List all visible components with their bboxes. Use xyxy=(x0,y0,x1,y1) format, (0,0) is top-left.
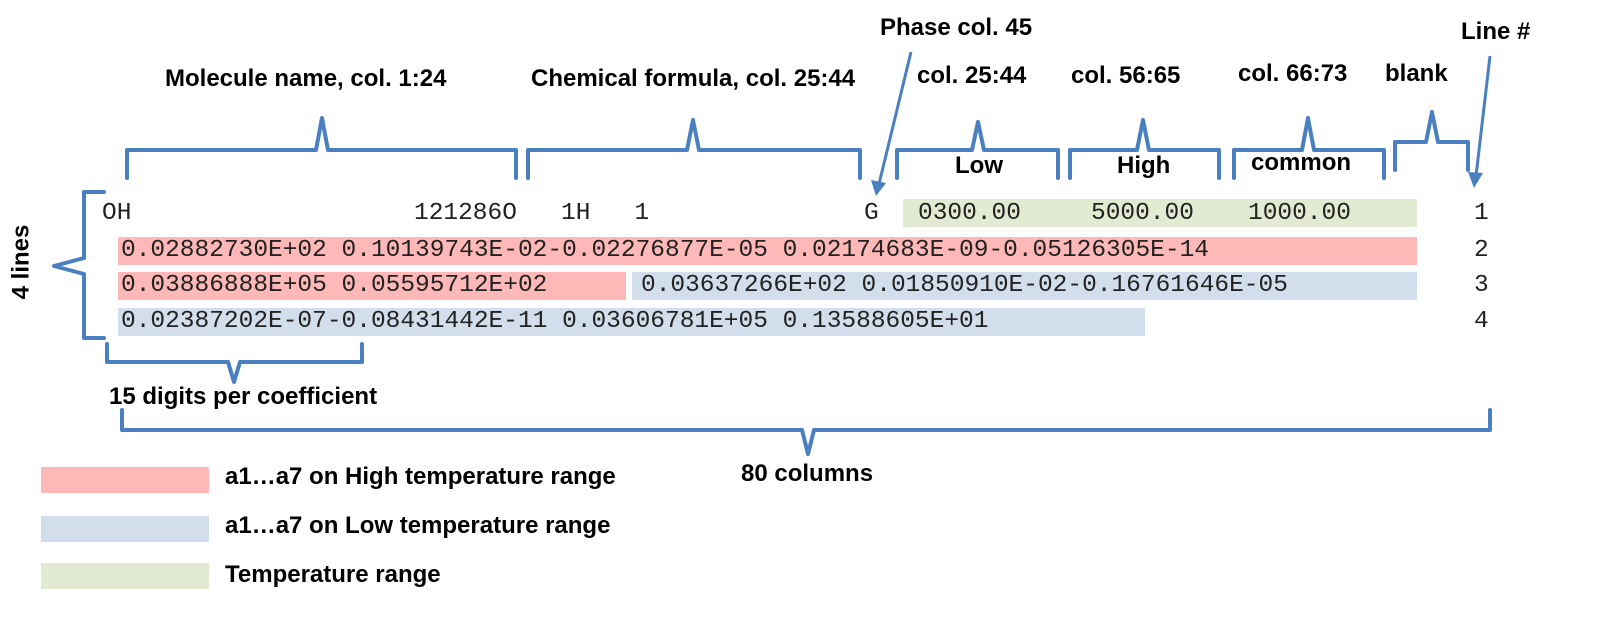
record-line4: 0.02387202E-07-0.08431442E-11 0.03606781… xyxy=(121,308,989,335)
line-number-arrow-line xyxy=(1474,55,1492,177)
record-line1-name: OH xyxy=(102,200,132,227)
col-common-label: col. 66:73 xyxy=(1238,60,1348,87)
line-number-2: 2 xyxy=(1474,237,1489,264)
low-temp-brace xyxy=(895,120,1060,180)
legend-label-high: a1…a7 on High temperature range xyxy=(225,463,616,490)
blank-label: blank xyxy=(1385,60,1448,87)
record-line1-phase: G xyxy=(864,200,879,227)
legend-label-low: a1…a7 on Low temperature range xyxy=(225,512,611,539)
low-coeff-highlight-line3 xyxy=(632,272,1417,300)
chemical-formula-brace xyxy=(526,118,862,180)
eighty-columns-label: 80 columns xyxy=(741,460,874,487)
phase-label: Phase col. 45 xyxy=(880,14,1033,41)
chemical-formula-label: Chemical formula, col. 25:44 xyxy=(531,65,856,92)
phase-arrow-head xyxy=(871,180,886,196)
eighty-columns-brace xyxy=(120,408,1492,456)
four-lines-label: 4 lines xyxy=(7,224,35,300)
legend-swatch-low xyxy=(41,516,209,542)
legend-swatch-temp xyxy=(41,563,209,589)
record-line3-high-part: 0.03886888E+05 0.05595712E+02 xyxy=(121,272,548,299)
col-high-label: col. 56:65 xyxy=(1071,62,1181,89)
record-line1-high: 5000.00 xyxy=(1091,200,1194,227)
blank-brace xyxy=(1393,110,1470,172)
digits-brace xyxy=(105,342,364,384)
four-lines-brace xyxy=(52,190,106,340)
temperature-range-highlight xyxy=(903,199,1417,227)
phase-arrow-line xyxy=(877,51,913,185)
col-low-label: col. 25:44 xyxy=(917,62,1027,89)
low-label: Low xyxy=(955,152,1003,179)
record-line2: 0.02882730E+02 0.10139743E-02-0.02276877… xyxy=(121,237,1209,264)
record-line1-common: 1000.00 xyxy=(1248,200,1351,227)
digits-per-coefficient-label: 15 digits per coefficient xyxy=(109,383,378,410)
common-label: common xyxy=(1251,149,1352,176)
molecule-name-label: Molecule name, col. 1:24 xyxy=(165,65,447,92)
line-number-arrow-head xyxy=(1468,172,1483,188)
high-label: High xyxy=(1117,152,1171,179)
legend-swatch-high xyxy=(41,467,209,493)
common-temp-brace xyxy=(1232,116,1386,180)
line-number-4: 4 xyxy=(1474,308,1489,335)
record-line3-low-part: 0.03637266E+02 0.01850910E-02-0.16761646… xyxy=(641,272,1288,299)
line-number-1: 1 xyxy=(1474,200,1489,227)
molecule-name-brace xyxy=(125,116,518,180)
line-number-label: Line # xyxy=(1461,18,1531,45)
line-number-3: 3 xyxy=(1474,272,1489,299)
high-coeff-highlight-line3 xyxy=(118,272,626,300)
high-temp-brace xyxy=(1068,118,1221,180)
legend-label-temp: Temperature range xyxy=(225,561,441,588)
high-coeff-highlight-line2 xyxy=(118,237,1417,265)
low-coeff-highlight-line4 xyxy=(118,308,1145,336)
record-line1-low: 0300.00 xyxy=(918,200,1021,227)
record-line1-formula: 121286O 1H 1 xyxy=(414,200,650,227)
